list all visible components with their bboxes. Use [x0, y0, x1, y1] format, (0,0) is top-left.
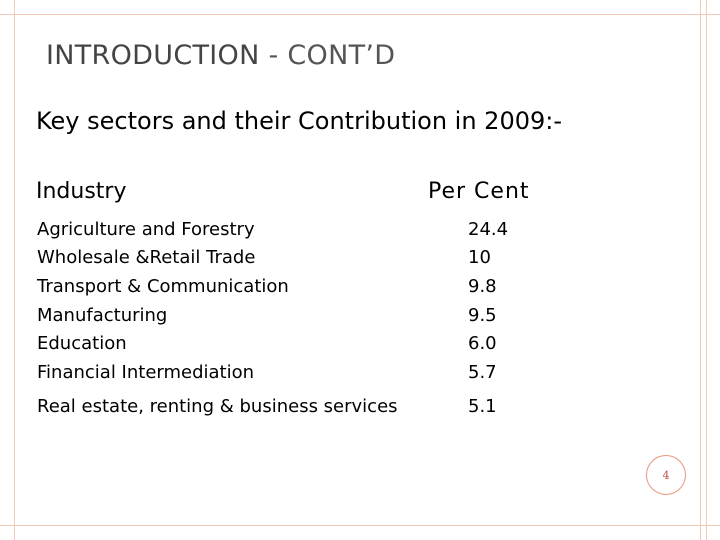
industry-label: Agriculture and Forestry — [37, 219, 255, 240]
page-number-badge: 4 — [646, 455, 686, 495]
percent-value: 24.4 — [468, 219, 509, 240]
percent-value: 5.1 — [468, 396, 497, 417]
percent-value: 9.5 — [468, 305, 497, 326]
percent-value: 5.7 — [468, 362, 497, 383]
slide-subtitle: Key sectors and their Contribution in 20… — [36, 107, 563, 135]
column-header-industry: Industry — [36, 179, 127, 204]
percent-value: 10 — [468, 247, 491, 268]
page-number: 4 — [662, 468, 670, 482]
slide-title-main: INTRODUCTION — [46, 40, 260, 71]
frame-right-line-outer — [706, 0, 707, 540]
industry-label: Real estate, renting & business services — [37, 396, 398, 417]
frame-left-line — [14, 0, 15, 540]
column-header-percent: Per Cent — [428, 179, 530, 204]
industry-label: Transport & Communication — [37, 276, 289, 297]
percent-value: 6.0 — [468, 333, 497, 354]
frame-top-line — [0, 14, 720, 15]
slide-title: INTRODUCTION - CONT’D — [46, 40, 395, 71]
industry-label: Financial Intermediation — [37, 362, 255, 383]
percent-value: 9.8 — [468, 276, 497, 297]
industry-label: Manufacturing — [37, 305, 168, 326]
industry-label: Wholesale &Retail Trade — [37, 247, 256, 268]
frame-bottom-line — [0, 525, 720, 526]
frame-right-line — [700, 0, 701, 540]
industry-label: Education — [37, 333, 127, 354]
slide-title-suffix: - CONT’D — [259, 40, 396, 71]
